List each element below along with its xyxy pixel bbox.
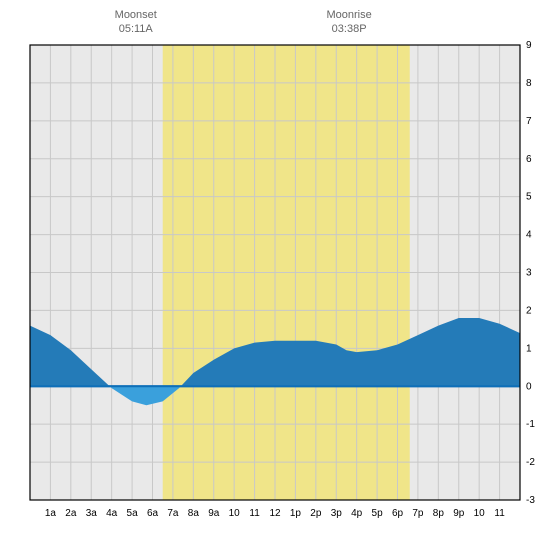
svg-text:10: 10 — [474, 508, 486, 519]
svg-text:5p: 5p — [372, 508, 384, 519]
svg-text:5a: 5a — [127, 508, 139, 519]
svg-text:7: 7 — [526, 116, 532, 127]
svg-text:03:38P: 03:38P — [332, 23, 367, 35]
svg-text:11: 11 — [249, 508, 260, 519]
svg-text:1a: 1a — [45, 508, 57, 519]
svg-text:6p: 6p — [392, 508, 404, 519]
svg-text:-3: -3 — [526, 495, 535, 506]
svg-text:3a: 3a — [86, 508, 98, 519]
tide-chart: -3-2-101234567891a2a3a4a5a6a7a8a9a101112… — [0, 0, 550, 550]
svg-text:2: 2 — [526, 305, 532, 316]
chart-svg: -3-2-101234567891a2a3a4a5a6a7a8a9a101112… — [0, 0, 550, 550]
svg-text:9p: 9p — [453, 508, 465, 519]
svg-text:7a: 7a — [167, 508, 179, 519]
svg-text:0: 0 — [526, 381, 532, 392]
svg-text:11: 11 — [494, 508, 505, 519]
svg-text:Moonrise: Moonrise — [326, 9, 371, 21]
svg-text:1: 1 — [526, 343, 532, 354]
svg-text:7p: 7p — [412, 508, 424, 519]
svg-text:5: 5 — [526, 192, 532, 203]
svg-text:8: 8 — [526, 78, 532, 89]
svg-text:6: 6 — [526, 154, 532, 165]
svg-text:1p: 1p — [290, 508, 302, 519]
svg-text:6a: 6a — [147, 508, 159, 519]
svg-text:12: 12 — [269, 508, 281, 519]
svg-text:10: 10 — [229, 508, 241, 519]
svg-text:05:11A: 05:11A — [119, 23, 154, 35]
svg-text:4a: 4a — [106, 508, 118, 519]
svg-text:3: 3 — [526, 268, 532, 279]
svg-text:4p: 4p — [351, 508, 363, 519]
svg-text:9: 9 — [526, 40, 532, 51]
svg-text:Moonset: Moonset — [115, 9, 157, 21]
svg-text:-2: -2 — [526, 457, 535, 468]
svg-text:2p: 2p — [310, 508, 322, 519]
svg-text:-1: -1 — [526, 419, 535, 430]
svg-text:2a: 2a — [65, 508, 77, 519]
svg-text:8a: 8a — [188, 508, 200, 519]
svg-text:8p: 8p — [433, 508, 445, 519]
svg-text:9a: 9a — [208, 508, 220, 519]
svg-text:4: 4 — [526, 230, 532, 241]
svg-text:3p: 3p — [331, 508, 343, 519]
